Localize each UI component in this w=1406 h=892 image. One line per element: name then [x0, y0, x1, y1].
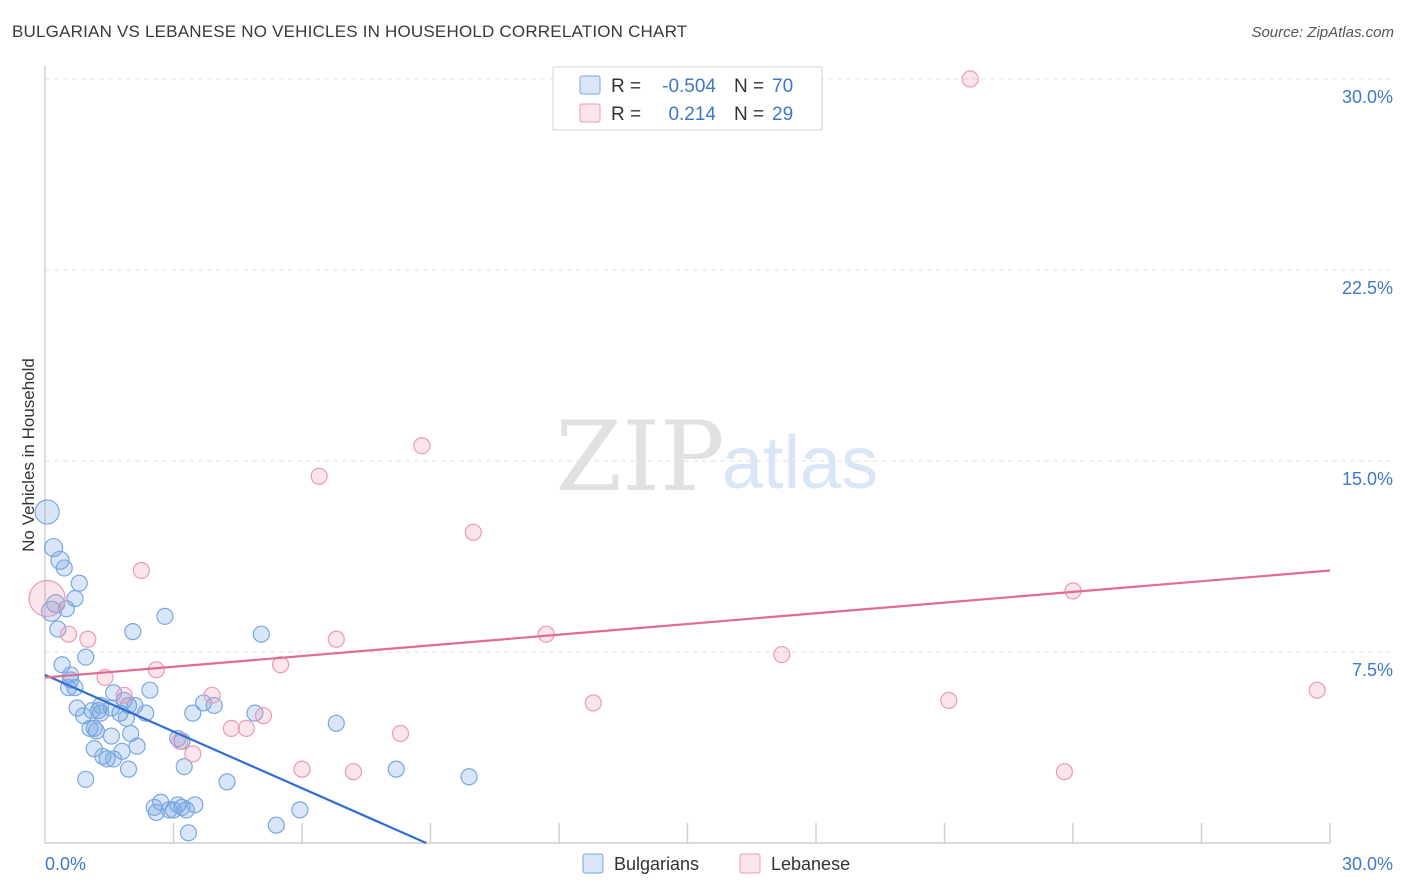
watermark: ZIP atlas [555, 401, 878, 513]
watermark-zip: ZIP [555, 401, 724, 513]
bulgarian-point [102, 727, 120, 745]
bulgarian-point [218, 773, 236, 791]
legend-swatch-lebanese [739, 853, 761, 874]
legend-r-label: R = [611, 104, 641, 125]
bulgarian-point [85, 719, 103, 738]
bulgarian-point [186, 796, 204, 814]
lebanese-point [413, 437, 431, 455]
bulgarian-point [113, 742, 131, 760]
axes [44, 66, 1331, 844]
bulgarian-point [70, 574, 88, 592]
legend-n-label: N = [734, 76, 764, 97]
y-tick-label: 15.0% [1342, 469, 1393, 489]
bulgarian-point [119, 760, 138, 778]
lebanese-point [537, 625, 555, 643]
series-legend: Bulgarians Lebanese [582, 853, 850, 874]
x-tick-labels: 0.0% 30.0% [45, 854, 1393, 874]
legend-label-bulgarians: Bulgarians [614, 854, 699, 874]
bulgarian-point [177, 801, 195, 819]
lebanese-point [1055, 763, 1074, 781]
y-tick-label: 30.0% [1342, 87, 1393, 107]
y-tick-labels: 7.5% 15.0% 22.5% 30.0% [1342, 87, 1393, 680]
lebanese-point [184, 745, 202, 763]
lebanese-point [115, 686, 133, 704]
bulgarian-point [87, 722, 106, 740]
y-tick-label: 22.5% [1342, 278, 1393, 298]
bulgarian-point [147, 803, 165, 822]
legend-r-value: 0.214 [668, 104, 716, 125]
lebanese-trend-line [44, 569, 1331, 679]
bulgarian-point [205, 696, 223, 715]
lebanese-point [132, 561, 150, 580]
lebanese-point [222, 719, 240, 738]
lebanese-point [310, 467, 328, 485]
correlation-legend: R = -0.504 N = 70 R = 0.214 N = 29 [552, 66, 823, 131]
y-axis-label: No Vehicles in Household [19, 358, 38, 552]
bulgarian-point [156, 607, 174, 625]
legend-r-value: -0.504 [662, 76, 716, 97]
bulgarian-point [460, 768, 478, 786]
bulgarian-point [92, 704, 110, 722]
legend-n-value: 29 [772, 104, 793, 125]
bulgarian-point [34, 499, 60, 525]
bulgarian-point [49, 620, 67, 638]
lebanese-point [961, 70, 979, 88]
bulgarian-point [291, 801, 309, 819]
legend-n-value: 70 [772, 76, 793, 97]
lebanese-point [28, 579, 66, 618]
lebanese-point [1308, 681, 1326, 699]
lebanese-point [391, 724, 410, 743]
legend-swatch-bulgarians [582, 853, 604, 874]
lebanese-point [327, 630, 345, 648]
legend-box [552, 66, 823, 131]
bulgarian-trend-line [44, 673, 427, 845]
gridlines [45, 78, 1394, 653]
legend-label-lebanese: Lebanese [771, 854, 850, 874]
bulgarian-point [179, 824, 198, 842]
lebanese-point [79, 630, 97, 648]
bulgarian-point [124, 623, 142, 641]
lebanese-point [293, 760, 311, 778]
data-points [28, 70, 1326, 842]
legend-swatch-lebanese [579, 103, 601, 123]
lebanese-point [59, 625, 78, 643]
bulgarian-point [98, 750, 116, 768]
bulgarian-point [387, 760, 405, 778]
bulgarian-point [50, 550, 70, 570]
watermark-atlas: atlas [722, 421, 878, 504]
x-tick-label: 30.0% [1342, 854, 1393, 874]
lebanese-point [203, 686, 221, 704]
bulgarian-point [327, 714, 345, 732]
lebanese-point [147, 661, 165, 679]
bulgarian-point [66, 589, 84, 608]
trend-lines [44, 569, 1331, 845]
bulgarian-point [141, 681, 159, 699]
lebanese-point [254, 707, 273, 725]
lebanese-point [584, 694, 602, 712]
bulgarian-point [267, 816, 285, 834]
bulgarian-point [77, 648, 95, 666]
bulgarian-point [122, 724, 140, 743]
lebanese-point [344, 763, 362, 781]
lebanese-point [940, 691, 958, 709]
bulgarian-point [184, 704, 202, 722]
bulgarian-point [175, 757, 193, 776]
lebanese-point [773, 645, 791, 664]
source-label: Source: ZipAtlas.com [1251, 24, 1394, 41]
lebanese-point [237, 719, 255, 738]
bulgarian-point [160, 801, 178, 819]
lebanese-point [464, 523, 482, 541]
lebanese-point [271, 656, 290, 674]
bulgarian-point [252, 625, 270, 643]
x-tick-label: 0.0% [45, 854, 86, 874]
y-tick-label: 7.5% [1352, 660, 1393, 680]
legend-r-label: R = [611, 76, 641, 97]
bulgarian-point [55, 559, 73, 577]
legend-swatch-bulgarians [579, 75, 601, 95]
bulgarian-point [77, 770, 95, 788]
legend-n-label: N = [734, 104, 764, 125]
chart-title: BULGARIAN VS LEBANESE NO VEHICLES IN HOU… [12, 22, 688, 41]
